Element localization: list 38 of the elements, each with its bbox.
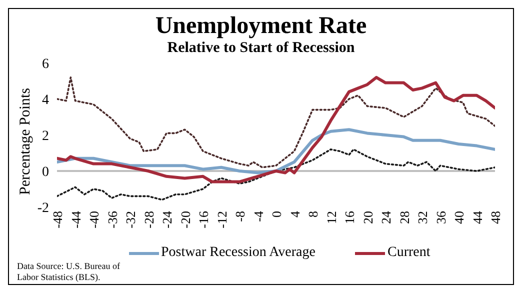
line-series	[57, 128, 495, 174]
y-tick-label: 4	[42, 92, 49, 108]
x-tick-label: 4	[287, 210, 302, 218]
x-tick-label: -4	[250, 210, 266, 222]
legend-label: Current	[387, 245, 430, 261]
x-tick-label: -36	[104, 210, 120, 228]
x-tick-label: 36	[433, 210, 448, 224]
y-axis-title: Percentage Points	[17, 88, 34, 195]
x-tick-label: -8	[232, 211, 248, 222]
y-tick-label: 6	[42, 56, 49, 72]
x-tick-label: 8	[306, 211, 321, 218]
chart-subtitle: Relative to Start of Recession	[166, 39, 356, 57]
source-note: Data Source: U.S. Bureau of Labor Statistics (BLS).	[17, 261, 121, 283]
legend-label: Postwar Recession Average	[161, 245, 316, 261]
x-tick-label: 32	[415, 211, 430, 224]
x-tick-label: 12	[324, 211, 339, 224]
y-tick-label: -2	[37, 200, 49, 216]
x-tick-label: -32	[123, 211, 138, 228]
x-tick-label: 40	[452, 211, 467, 224]
x-tick-label: -28	[141, 211, 156, 228]
y-tick-label: 2	[42, 128, 49, 144]
x-tick-label: -16	[196, 210, 212, 228]
x-tick-label: -44	[68, 210, 84, 228]
x-tick-label: -20	[178, 211, 193, 228]
x-tick-label: 20	[360, 211, 376, 224]
x-tick-label: 24	[378, 210, 394, 224]
x-tick-label: -40	[86, 211, 102, 228]
x-tick-label: 28	[396, 211, 412, 224]
chart-title: Unemployment Rate	[154, 13, 368, 39]
x-tick-label: 44	[470, 210, 485, 224]
x-tick-label: -24	[160, 210, 175, 228]
line-series	[57, 148, 495, 201]
y-tick-label: 0	[42, 164, 49, 180]
x-tick-label: 48	[488, 211, 504, 224]
x-tick-label: 16	[342, 210, 358, 224]
x-tick-label: 0	[269, 211, 284, 218]
x-tick-label: -48	[50, 211, 66, 228]
x-tick-label: -12	[214, 211, 230, 228]
